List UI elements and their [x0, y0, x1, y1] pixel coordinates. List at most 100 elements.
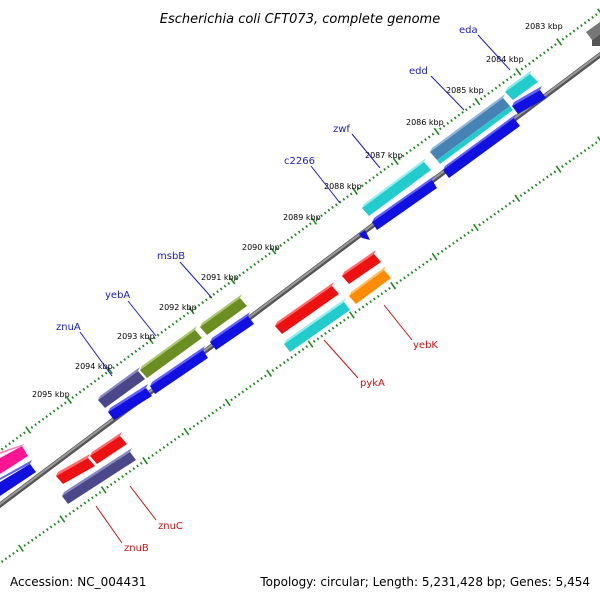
scale-tick — [568, 32, 572, 36]
scale-tick — [464, 108, 468, 112]
scale-tick — [162, 446, 166, 449]
gene-label-edd[interactable]: edd — [409, 66, 428, 77]
gene-block-pink[interactable] — [0, 444, 28, 474]
gene-block-edd[interactable] — [430, 94, 513, 164]
scale-tick — [193, 306, 197, 310]
scale-tick — [455, 239, 459, 243]
scale-tick — [227, 282, 231, 285]
scale-tick — [275, 246, 279, 250]
gene-block-yebK[interactable] — [342, 250, 391, 304]
scale-label: 2086 kbp — [406, 118, 444, 127]
genome-summary-text: Topology: circular; Length: 5,231,428 bp… — [259, 575, 590, 589]
scale-tick — [403, 276, 406, 280]
cds-block-msbB[interactable] — [210, 312, 254, 350]
cds-block-znuA[interactable] — [108, 384, 152, 420]
scale-tick — [489, 215, 493, 219]
gene-block-zwf[interactable] — [362, 158, 431, 216]
scale-tick — [15, 436, 19, 440]
scale-tick — [245, 268, 249, 272]
scale-tick — [568, 159, 572, 163]
scale-tick — [0, 447, 4, 451]
gene-label-znuC[interactable]: znuC — [158, 521, 183, 532]
gene-block-msbB[interactable] — [200, 294, 247, 335]
scale-tick — [327, 329, 331, 333]
leader-lines — [79, 34, 511, 544]
gene-label-yebA[interactable]: yebA — [105, 290, 130, 301]
scale-tick — [93, 379, 97, 383]
scale-tick — [564, 162, 568, 166]
gene-block-eda[interactable] — [505, 70, 538, 100]
scale-tick — [297, 230, 301, 234]
cds-block-c2266[interactable] — [359, 230, 370, 240]
scale-tick — [87, 499, 91, 502]
scale-tick — [327, 208, 331, 212]
cds-block-edd[interactable] — [443, 114, 520, 178]
scale-label: 2085 kbp — [446, 86, 484, 95]
scale-tick — [153, 336, 156, 340]
gene-label-znuB[interactable]: znuB — [124, 543, 149, 554]
gene-block-znuA[interactable] — [98, 367, 145, 408]
gene-block-znuC[interactable] — [56, 432, 127, 484]
scale-label: 2095 kbp — [32, 390, 70, 399]
scale-label: 2089 kbp — [283, 213, 321, 222]
scale-tick — [253, 263, 257, 266]
scale-tick — [219, 287, 223, 291]
scale-tick — [65, 396, 73, 404]
scale-tick — [56, 406, 60, 410]
scale-tick — [553, 170, 557, 174]
scale-tick — [424, 138, 427, 142]
scale-tick — [502, 81, 505, 85]
scale-tick — [416, 143, 420, 147]
gene-label-yebK[interactable]: yebK — [413, 340, 438, 351]
gene-label-eda[interactable]: eda — [459, 25, 478, 36]
tick-row-reverse — [0, 136, 600, 563]
scale-tick — [596, 8, 600, 14]
scale-tick — [91, 496, 94, 500]
scale-tick — [182, 314, 186, 318]
gene-label-pykA[interactable]: pykA — [360, 378, 385, 389]
scale-tick — [583, 149, 587, 153]
scale-tick — [405, 151, 409, 155]
gene-block-gray[interactable] — [586, 22, 600, 46]
scale-tick — [431, 132, 435, 136]
scale-tick — [412, 146, 416, 150]
scale-tick — [160, 330, 164, 334]
cds-block-left[interactable] — [0, 460, 36, 496]
scale-tick — [368, 178, 372, 182]
gene-label-znuA[interactable]: znuA — [56, 322, 81, 333]
gene-block-pykA[interactable] — [275, 282, 350, 352]
scale-tick — [487, 92, 490, 95]
scale-tick — [4, 557, 8, 561]
scale-tick — [452, 241, 455, 245]
cds-block-zwf[interactable] — [372, 176, 437, 230]
scale-tick — [395, 281, 399, 285]
scale-tick — [561, 165, 564, 168]
gene-label-msbB[interactable]: msbB — [157, 251, 185, 262]
gene-block-znuB[interactable] — [62, 448, 136, 504]
scale-tick — [8, 554, 12, 558]
scale-tick — [249, 385, 252, 388]
scale-tick — [282, 361, 286, 365]
scale-tick — [390, 162, 394, 166]
scale-tick — [576, 154, 579, 158]
gene-block-yebA[interactable] — [140, 326, 202, 378]
scale-tick — [440, 249, 444, 253]
scale-tick — [175, 320, 179, 323]
scale-tick — [472, 223, 479, 232]
gene-label-zwf[interactable]: zwf — [333, 124, 350, 135]
scale-tick — [316, 337, 320, 341]
scale-tick — [64, 514, 68, 518]
scale-tick — [241, 390, 245, 394]
cds-block-eda[interactable] — [512, 86, 546, 114]
scale-tick — [271, 369, 275, 373]
scale-tick — [453, 116, 457, 120]
scale-tick — [188, 306, 195, 315]
scale-tick — [41, 417, 45, 421]
scale-tick — [320, 214, 323, 218]
cds-block-yebA[interactable] — [150, 346, 208, 394]
scale-tick — [59, 515, 66, 523]
gene-label-c2266[interactable]: c2266 — [284, 156, 315, 167]
scale-tick — [216, 290, 219, 294]
scale-tick — [124, 472, 128, 476]
